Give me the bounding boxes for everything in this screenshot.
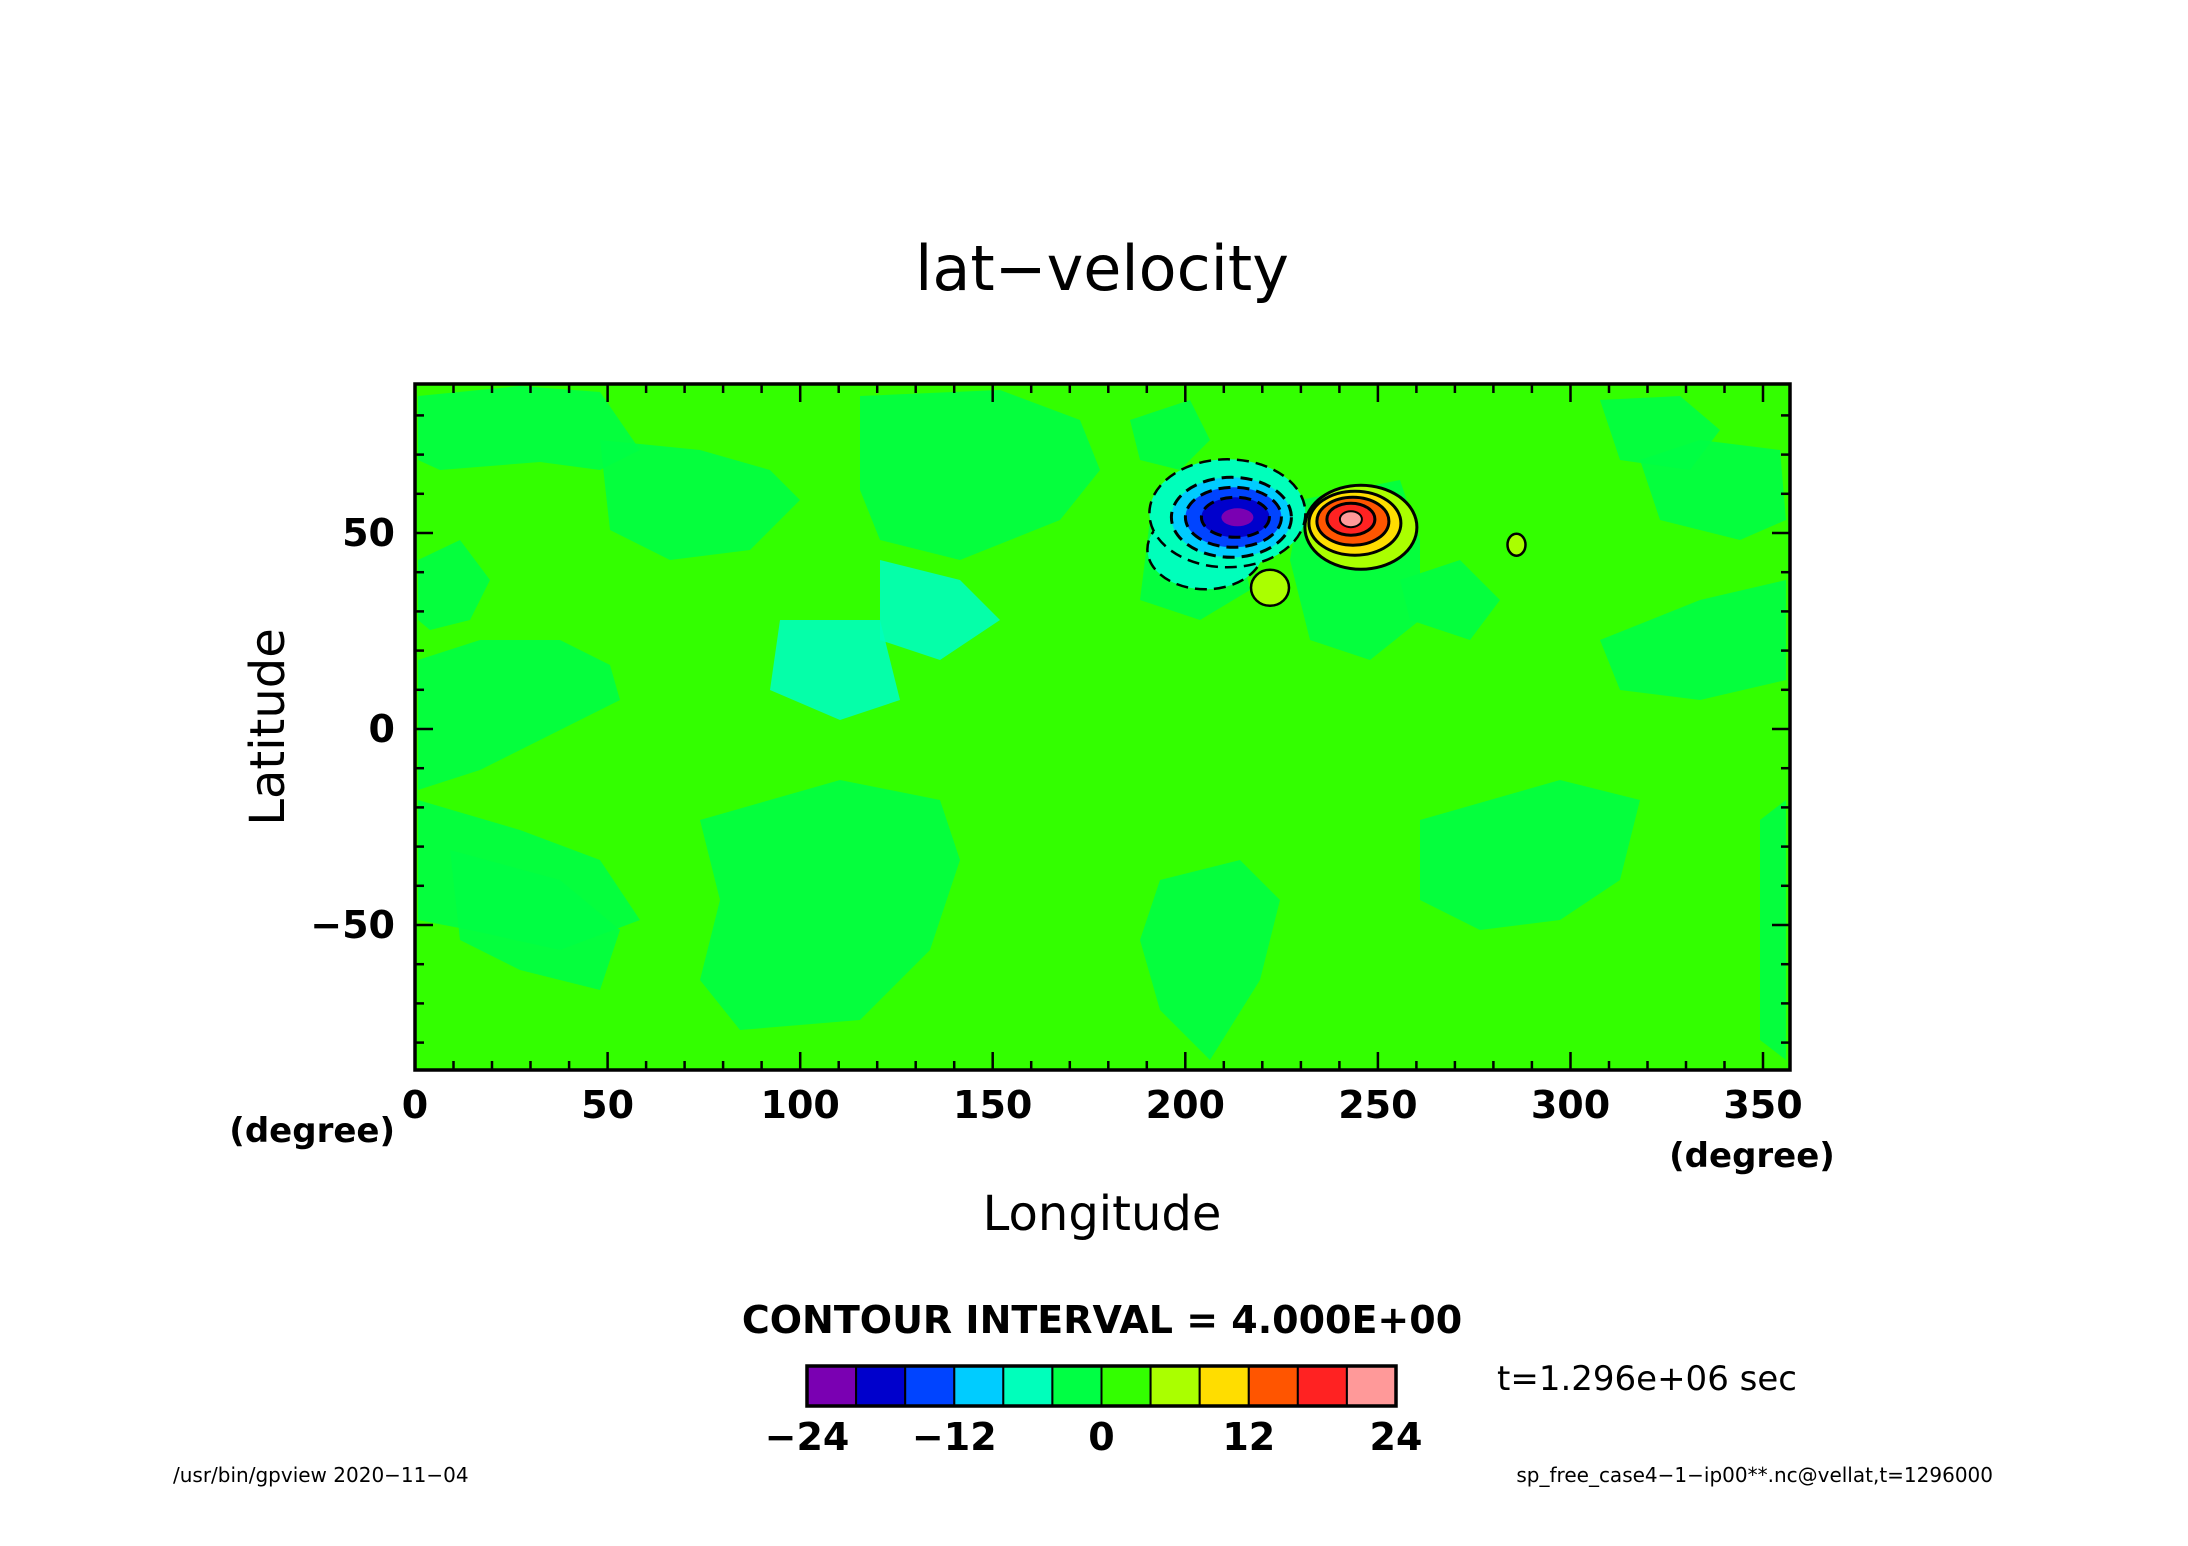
field-patch-9	[700, 780, 960, 1030]
y-tick-label: −50	[310, 903, 395, 947]
chart-title: lat−velocity	[915, 232, 1289, 305]
x-tick-labels: 0 50 100 150 200 250 300 350	[402, 1083, 1803, 1127]
x-tick-label: 200	[1146, 1083, 1225, 1127]
small-positive-blob-2	[1506, 532, 1527, 557]
x-tick-label: 300	[1531, 1083, 1610, 1127]
x-tick-label: 150	[953, 1083, 1032, 1127]
x-tick-label: 100	[761, 1083, 840, 1127]
colorbar-tick-labels: −24 −12 0 12 24	[765, 1415, 1423, 1459]
colorbar-frame	[805, 1364, 1398, 1408]
colorbar-tick-label: −12	[912, 1415, 997, 1459]
time-label: t=1.296e+06 sec	[1497, 1359, 1797, 1399]
colorbar-cell	[1149, 1365, 1201, 1407]
field-patch-1	[418, 386, 640, 470]
colorbar-cell	[1296, 1365, 1348, 1407]
colorbar-cell	[1247, 1365, 1299, 1407]
colorbar-cell	[953, 1365, 1005, 1407]
y-tick-label: 0	[369, 707, 395, 751]
x-tick-label: 350	[1723, 1083, 1802, 1127]
footer-left: /usr/bin/gpview 2020−11−04	[173, 1463, 469, 1487]
y-axis: 50 0 −50 Latitude	[240, 511, 395, 947]
field-patch-19	[418, 540, 490, 630]
colorbar-cell	[1345, 1365, 1398, 1407]
x-tick-label: 250	[1338, 1083, 1417, 1127]
small-positive-blob	[1249, 568, 1291, 608]
y-axis-label: Latitude	[240, 628, 296, 826]
x-tick-label: 50	[581, 1083, 634, 1127]
field-patch-11	[1140, 860, 1280, 1060]
field-patch-2	[418, 640, 620, 790]
contour-interval-label: CONTOUR INTERVAL = 4.000E+00	[742, 1298, 1462, 1342]
x-axis: 0 50 100 150 200 250 300 350 (degree) (degree) …	[229, 1083, 1835, 1242]
field-patch-4	[860, 390, 1100, 560]
colorbar-tick-label: 0	[1088, 1415, 1114, 1459]
field-patch-10	[770, 620, 900, 720]
colorbar-cell	[1051, 1365, 1103, 1407]
negative-vortex-ring-6	[1221, 508, 1254, 527]
plot-area	[413, 382, 1792, 1072]
colorbar-tick-label: 12	[1222, 1415, 1275, 1459]
plot-frame	[413, 382, 1792, 1072]
footer-right: sp_free_case4−1−ip00**.nc@vellat,t=12960…	[1516, 1463, 1993, 1487]
y-tick-label: 50	[342, 511, 395, 555]
field-patch-16	[1600, 580, 1786, 700]
vortex-contours	[1146, 458, 1527, 608]
field-patch-3	[600, 440, 800, 560]
colorbar-cell	[806, 1365, 858, 1407]
field-patch-8	[450, 850, 620, 990]
field-patch-5	[880, 560, 1000, 660]
x-axis-label: Longitude	[983, 1186, 1222, 1242]
colorbar-cell	[1198, 1365, 1250, 1407]
colorbar-cell	[1100, 1365, 1152, 1407]
field-patch-14	[1420, 780, 1640, 930]
colorbar-cells	[806, 1365, 1398, 1407]
colorbar-cell	[904, 1365, 956, 1407]
x-tick-label: 0	[402, 1083, 428, 1127]
x-unit-left: (degree)	[229, 1111, 395, 1151]
field-patch-13	[1400, 560, 1500, 640]
colorbar-cell	[1002, 1365, 1054, 1407]
field-patch-17	[1760, 800, 1786, 1060]
colorbar-tick-label: −24	[765, 1415, 850, 1459]
field-patch-20	[1600, 396, 1720, 470]
colorbar-cell	[855, 1365, 907, 1407]
colorbar: −24 −12 0 12 24	[765, 1364, 1423, 1459]
positive-vortex-ring-5	[1338, 510, 1363, 529]
colorbar-tick-label: 24	[1370, 1415, 1423, 1459]
y-tick-labels: 50 0 −50	[310, 511, 395, 947]
x-unit-right: (degree)	[1669, 1136, 1835, 1176]
field-patch-18	[1130, 400, 1210, 470]
axis-ticks	[413, 384, 1790, 1070]
